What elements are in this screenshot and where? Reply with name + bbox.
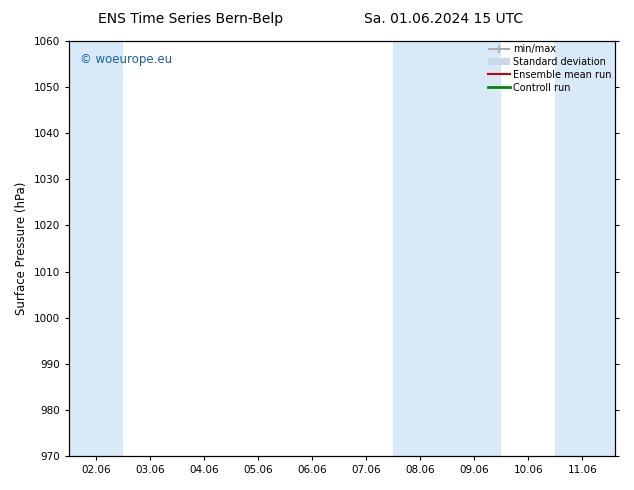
Text: Sa. 01.06.2024 15 UTC: Sa. 01.06.2024 15 UTC: [365, 12, 523, 26]
Bar: [555, 41, 615, 456]
Bar: [69, 41, 123, 456]
Y-axis label: Surface Pressure (hPa): Surface Pressure (hPa): [15, 182, 28, 315]
Text: ENS Time Series Bern-Belp: ENS Time Series Bern-Belp: [98, 12, 283, 26]
Bar: [393, 41, 501, 456]
Legend: min/max, Standard deviation, Ensemble mean run, Controll run: min/max, Standard deviation, Ensemble me…: [488, 44, 612, 93]
Text: © woeurope.eu: © woeurope.eu: [80, 53, 172, 67]
